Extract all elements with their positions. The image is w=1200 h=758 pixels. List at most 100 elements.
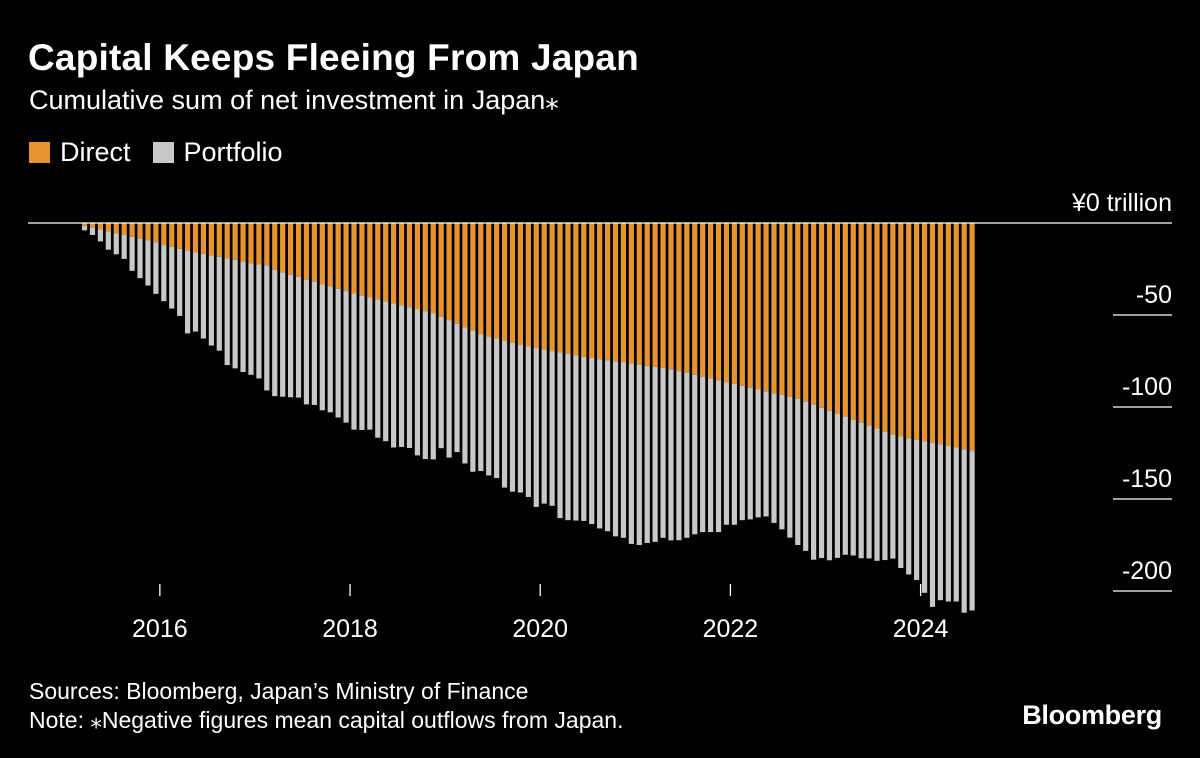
bar-portfolio bbox=[319, 284, 325, 411]
bar-direct bbox=[391, 223, 397, 304]
bar-portfolio bbox=[398, 305, 405, 447]
bar-portfolio bbox=[311, 281, 317, 405]
bar-direct bbox=[454, 223, 460, 324]
bar-direct bbox=[509, 223, 516, 343]
bar-direct bbox=[636, 223, 642, 365]
bar-portfolio bbox=[113, 233, 119, 255]
bar-portfolio bbox=[549, 351, 555, 506]
bar-direct bbox=[811, 223, 817, 405]
bar-direct bbox=[303, 223, 310, 280]
bar-portfolio bbox=[723, 382, 730, 525]
legend-swatch-portfolio bbox=[152, 142, 174, 163]
bar-direct bbox=[541, 223, 547, 350]
bar-direct bbox=[763, 223, 769, 392]
footer: Sources: Bloomberg, Japan’s Ministry of … bbox=[29, 677, 623, 735]
bar-portfolio bbox=[525, 346, 531, 497]
bar-portfolio bbox=[264, 265, 270, 391]
bar-direct bbox=[818, 223, 825, 408]
bar-portfolio bbox=[763, 391, 769, 517]
bar-portfolio bbox=[462, 327, 468, 464]
bar-portfolio bbox=[470, 330, 476, 472]
bar-direct bbox=[216, 223, 222, 257]
legend-swatch-direct bbox=[29, 142, 50, 163]
bar-direct bbox=[581, 223, 587, 357]
bar-portfolio bbox=[351, 293, 357, 430]
bar-portfolio bbox=[557, 352, 563, 519]
bar-portfolio bbox=[676, 371, 682, 541]
bar-portfolio bbox=[652, 366, 658, 542]
bar-portfolio bbox=[383, 301, 389, 442]
bar-portfolio bbox=[367, 297, 373, 430]
bar-portfolio bbox=[153, 242, 159, 294]
bar-portfolio bbox=[803, 401, 809, 551]
bar-portfolio bbox=[169, 246, 175, 309]
bar-direct bbox=[81, 223, 88, 226]
bar-portfolio bbox=[684, 372, 690, 538]
bar-portfolio bbox=[224, 258, 230, 366]
bar-portfolio bbox=[969, 451, 975, 611]
bar-direct bbox=[961, 223, 967, 450]
bar-portfolio bbox=[422, 311, 428, 460]
bar-direct bbox=[367, 223, 373, 298]
legend-item-portfolio: Portfolio bbox=[152, 137, 283, 168]
bar-portfolio bbox=[644, 365, 650, 543]
bar-direct bbox=[494, 223, 500, 339]
bar-portfolio bbox=[501, 340, 508, 488]
bar-portfolio bbox=[494, 338, 500, 479]
bar-direct bbox=[319, 223, 325, 285]
bar-direct bbox=[295, 223, 302, 277]
chart-subtitle: Cumulative sum of net investment in Japa… bbox=[29, 85, 559, 115]
bar-portfolio bbox=[921, 441, 928, 593]
bar-portfolio bbox=[478, 334, 484, 472]
bar-portfolio bbox=[414, 309, 420, 456]
bar-direct bbox=[224, 223, 230, 259]
bar-direct bbox=[153, 223, 159, 243]
bar-portfolio bbox=[137, 238, 143, 279]
bar-direct bbox=[715, 223, 722, 381]
bar-direct bbox=[953, 223, 959, 448]
bar-portfolio bbox=[715, 380, 722, 533]
bar-direct bbox=[398, 223, 405, 306]
bar-portfolio bbox=[438, 316, 444, 449]
bar-direct bbox=[501, 223, 508, 341]
x-tick-label: 2018 bbox=[322, 615, 378, 643]
bar-portfolio bbox=[668, 369, 674, 541]
bar-direct bbox=[351, 223, 357, 294]
bar-portfolio bbox=[589, 358, 595, 525]
legend-label-portfolio: Portfolio bbox=[183, 137, 283, 167]
x-tick-label: 2020 bbox=[512, 615, 568, 643]
bar-direct bbox=[826, 223, 833, 411]
bar-portfolio bbox=[192, 252, 199, 332]
bar-portfolio bbox=[660, 367, 666, 538]
bars-group bbox=[81, 223, 975, 613]
bloomberg-logo: Bloomberg bbox=[1022, 700, 1162, 730]
bar-portfolio bbox=[295, 276, 302, 398]
bar-direct bbox=[589, 223, 595, 359]
bar-portfolio bbox=[509, 342, 516, 492]
bar-portfolio bbox=[612, 361, 619, 537]
bar-direct bbox=[406, 223, 413, 308]
y-tick-label: -150 bbox=[1122, 465, 1172, 493]
bar-direct bbox=[620, 223, 627, 363]
x-tick-label: 2022 bbox=[703, 615, 759, 643]
bar-direct bbox=[272, 223, 278, 270]
bar-portfolio bbox=[303, 279, 310, 405]
bar-direct bbox=[795, 223, 801, 399]
bar-portfolio bbox=[882, 431, 888, 561]
bar-direct bbox=[874, 223, 880, 429]
bar-direct bbox=[779, 223, 785, 396]
bar-portfolio bbox=[620, 362, 627, 538]
bar-direct bbox=[890, 223, 896, 435]
y-tick-label: -50 bbox=[1136, 281, 1172, 309]
bar-portfolio bbox=[517, 344, 524, 493]
bar-direct bbox=[573, 223, 579, 356]
bar-direct bbox=[668, 223, 674, 370]
bar-direct bbox=[288, 223, 294, 275]
bar-direct bbox=[565, 223, 571, 355]
bar-portfolio bbox=[636, 364, 642, 545]
bar-portfolio bbox=[890, 434, 896, 559]
bar-direct bbox=[113, 223, 119, 234]
bar-portfolio bbox=[430, 313, 436, 460]
bar-portfolio bbox=[89, 227, 96, 235]
bar-portfolio bbox=[795, 398, 801, 545]
